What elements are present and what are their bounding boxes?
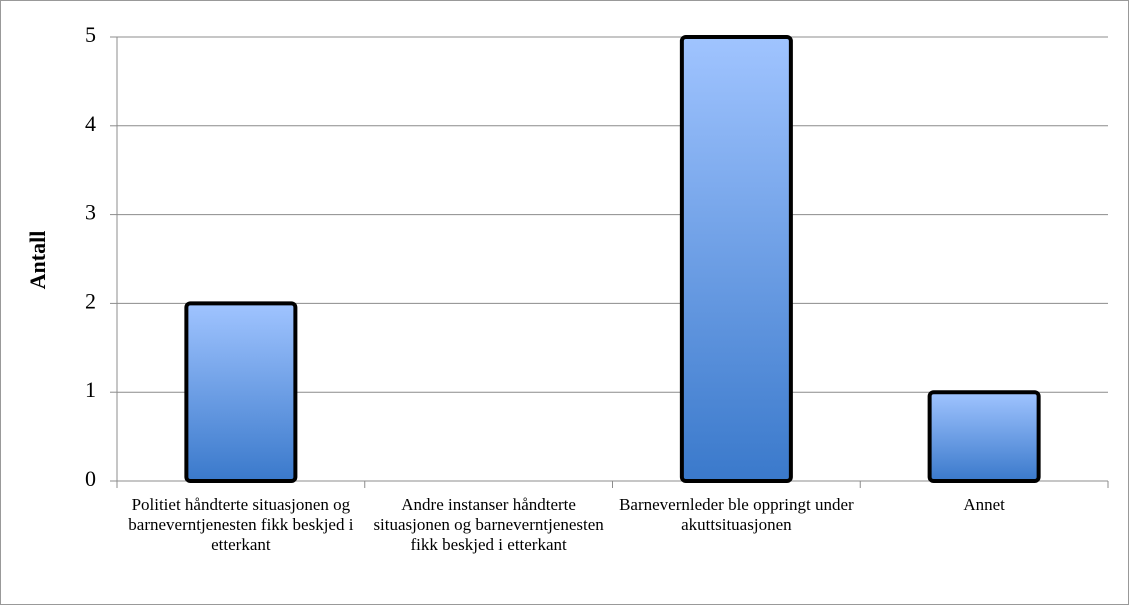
bar: [184, 301, 298, 483]
y-tick-label: 2: [85, 288, 96, 313]
bar: [927, 390, 1041, 484]
x-tick-label: Politiet håndterte situasjonen og barnev…: [128, 495, 354, 554]
x-tick-label: Andre instanser håndterte situasjonen og…: [373, 495, 604, 554]
x-tick-label: Barnevernleder ble oppringt under akutts…: [619, 495, 854, 534]
y-tick-label: 5: [85, 22, 96, 47]
y-tick-label: 3: [85, 200, 96, 225]
bar: [679, 35, 793, 483]
x-tick-label: Annet: [963, 495, 1005, 514]
y-tick-label: 1: [85, 377, 96, 402]
y-tick-label: 0: [85, 466, 96, 491]
y-axis-title: Antall: [25, 231, 50, 290]
y-tick-label: 4: [85, 111, 96, 136]
